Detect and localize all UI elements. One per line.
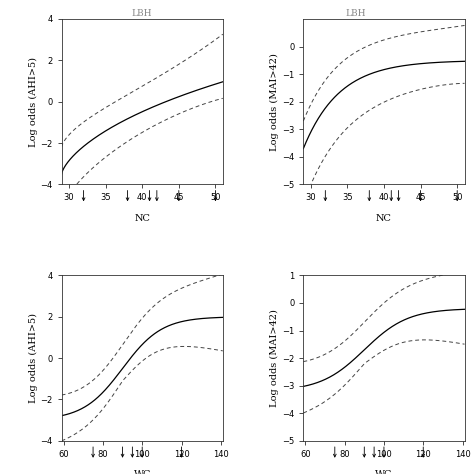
- X-axis label: NC: NC: [376, 213, 392, 222]
- X-axis label: NC: NC: [134, 213, 150, 222]
- X-axis label: WC: WC: [375, 470, 392, 474]
- X-axis label: WC: WC: [134, 470, 151, 474]
- Y-axis label: Log odds (MAI>42): Log odds (MAI>42): [270, 309, 279, 407]
- Y-axis label: Log odds (MAI>42): Log odds (MAI>42): [270, 53, 279, 151]
- Text: LBH: LBH: [132, 9, 153, 18]
- Y-axis label: Log odds (AHI>5): Log odds (AHI>5): [28, 57, 37, 146]
- Y-axis label: Log odds (AHI>5): Log odds (AHI>5): [28, 313, 37, 403]
- Text: LBH: LBH: [345, 9, 366, 18]
